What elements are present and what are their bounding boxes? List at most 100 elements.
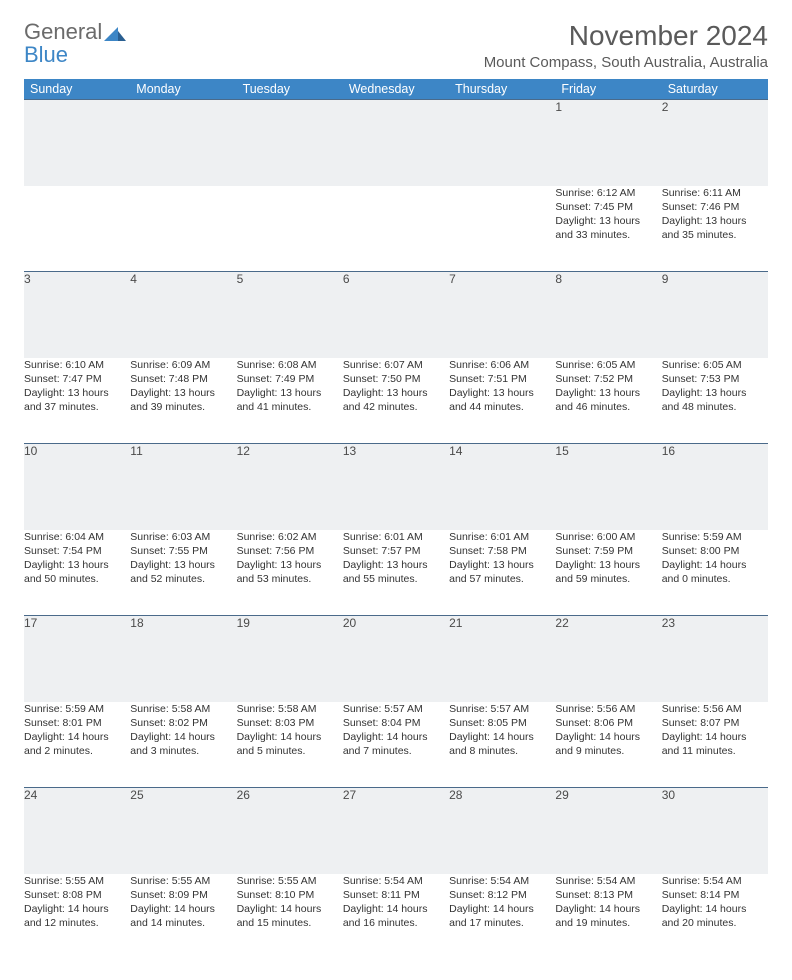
day-d1: Daylight: 13 hours (449, 558, 555, 572)
day-d1: Daylight: 13 hours (555, 386, 661, 400)
logo-line1: General (24, 19, 102, 44)
day-ss: Sunset: 8:00 PM (662, 544, 768, 558)
detail-row: Sunrise: 6:04 AMSunset: 7:54 PMDaylight:… (24, 530, 768, 616)
day-details: Sunrise: 6:07 AMSunset: 7:50 PMDaylight:… (343, 358, 449, 444)
day-sr: Sunrise: 6:11 AM (662, 186, 768, 200)
day-sr: Sunrise: 5:57 AM (449, 702, 555, 716)
day-number: 25 (130, 788, 236, 874)
day-d1: Daylight: 13 hours (130, 558, 236, 572)
day-ss: Sunset: 7:58 PM (449, 544, 555, 558)
day-sr: Sunrise: 6:10 AM (24, 358, 130, 372)
weekday-header: Saturday (662, 79, 768, 100)
day-d2: and 41 minutes. (237, 400, 343, 414)
day-d1: Daylight: 14 hours (555, 730, 661, 744)
day-number (24, 100, 130, 186)
day-details: Sunrise: 6:04 AMSunset: 7:54 PMDaylight:… (24, 530, 130, 616)
day-ss: Sunset: 8:13 PM (555, 888, 661, 902)
daynum-row: 10111213141516 (24, 444, 768, 530)
day-number: 13 (343, 444, 449, 530)
day-sr: Sunrise: 6:03 AM (130, 530, 236, 544)
day-d1: Daylight: 14 hours (343, 730, 449, 744)
day-d2: and 57 minutes. (449, 572, 555, 586)
day-sr: Sunrise: 5:54 AM (555, 874, 661, 888)
day-details: Sunrise: 5:54 AMSunset: 8:12 PMDaylight:… (449, 874, 555, 960)
day-sr: Sunrise: 6:07 AM (343, 358, 449, 372)
day-number: 9 (662, 272, 768, 358)
day-number: 24 (24, 788, 130, 874)
day-sr: Sunrise: 5:57 AM (343, 702, 449, 716)
day-details: Sunrise: 6:02 AMSunset: 7:56 PMDaylight:… (237, 530, 343, 616)
day-d2: and 19 minutes. (555, 916, 661, 930)
day-ss: Sunset: 8:01 PM (24, 716, 130, 730)
day-sr: Sunrise: 5:55 AM (24, 874, 130, 888)
day-sr: Sunrise: 5:56 AM (555, 702, 661, 716)
weekday-header: Tuesday (237, 79, 343, 100)
weekday-header: Wednesday (343, 79, 449, 100)
day-number: 28 (449, 788, 555, 874)
day-d2: and 53 minutes. (237, 572, 343, 586)
day-d2: and 52 minutes. (130, 572, 236, 586)
day-number: 22 (555, 616, 661, 702)
day-sr: Sunrise: 5:55 AM (130, 874, 236, 888)
day-ss: Sunset: 8:04 PM (343, 716, 449, 730)
day-d2: and 5 minutes. (237, 744, 343, 758)
day-sr: Sunrise: 6:04 AM (24, 530, 130, 544)
day-details (24, 186, 130, 272)
day-d1: Daylight: 13 hours (555, 214, 661, 228)
day-d1: Daylight: 14 hours (662, 558, 768, 572)
calendar-table: Sunday Monday Tuesday Wednesday Thursday… (24, 79, 768, 960)
day-d2: and 15 minutes. (237, 916, 343, 930)
day-number: 7 (449, 272, 555, 358)
day-d1: Daylight: 13 hours (237, 386, 343, 400)
day-details: Sunrise: 6:01 AMSunset: 7:58 PMDaylight:… (449, 530, 555, 616)
day-d2: and 59 minutes. (555, 572, 661, 586)
day-d1: Daylight: 13 hours (662, 386, 768, 400)
day-details: Sunrise: 5:58 AMSunset: 8:02 PMDaylight:… (130, 702, 236, 788)
day-d1: Daylight: 14 hours (662, 902, 768, 916)
day-d1: Daylight: 13 hours (343, 386, 449, 400)
day-number: 1 (555, 100, 661, 186)
detail-row: Sunrise: 5:59 AMSunset: 8:01 PMDaylight:… (24, 702, 768, 788)
daynum-row: 17181920212223 (24, 616, 768, 702)
day-details: Sunrise: 6:06 AMSunset: 7:51 PMDaylight:… (449, 358, 555, 444)
day-ss: Sunset: 7:59 PM (555, 544, 661, 558)
day-details: Sunrise: 6:08 AMSunset: 7:49 PMDaylight:… (237, 358, 343, 444)
day-ss: Sunset: 7:50 PM (343, 372, 449, 386)
day-d1: Daylight: 14 hours (130, 902, 236, 916)
day-number: 18 (130, 616, 236, 702)
day-ss: Sunset: 8:03 PM (237, 716, 343, 730)
day-number: 5 (237, 272, 343, 358)
day-details: Sunrise: 5:57 AMSunset: 8:05 PMDaylight:… (449, 702, 555, 788)
daynum-row: 24252627282930 (24, 788, 768, 874)
day-d1: Daylight: 14 hours (24, 902, 130, 916)
day-ss: Sunset: 7:56 PM (237, 544, 343, 558)
day-d2: and 3 minutes. (130, 744, 236, 758)
day-d2: and 0 minutes. (662, 572, 768, 586)
day-sr: Sunrise: 6:09 AM (130, 358, 236, 372)
day-number: 16 (662, 444, 768, 530)
day-d2: and 35 minutes. (662, 228, 768, 242)
day-details: Sunrise: 5:55 AMSunset: 8:10 PMDaylight:… (237, 874, 343, 960)
day-details: Sunrise: 5:59 AMSunset: 8:00 PMDaylight:… (662, 530, 768, 616)
day-d1: Daylight: 14 hours (662, 730, 768, 744)
day-d1: Daylight: 14 hours (237, 902, 343, 916)
day-ss: Sunset: 8:14 PM (662, 888, 768, 902)
day-d2: and 42 minutes. (343, 400, 449, 414)
day-sr: Sunrise: 6:06 AM (449, 358, 555, 372)
day-sr: Sunrise: 5:58 AM (237, 702, 343, 716)
day-sr: Sunrise: 6:12 AM (555, 186, 661, 200)
day-number: 19 (237, 616, 343, 702)
day-sr: Sunrise: 6:08 AM (237, 358, 343, 372)
day-number: 3 (24, 272, 130, 358)
day-ss: Sunset: 7:52 PM (555, 372, 661, 386)
day-ss: Sunset: 8:12 PM (449, 888, 555, 902)
day-d1: Daylight: 13 hours (343, 558, 449, 572)
day-details: Sunrise: 5:58 AMSunset: 8:03 PMDaylight:… (237, 702, 343, 788)
day-number: 29 (555, 788, 661, 874)
day-number: 4 (130, 272, 236, 358)
day-number (449, 100, 555, 186)
day-d2: and 20 minutes. (662, 916, 768, 930)
logo-line2: Blue (24, 42, 68, 67)
weekday-header: Monday (130, 79, 236, 100)
day-ss: Sunset: 7:55 PM (130, 544, 236, 558)
